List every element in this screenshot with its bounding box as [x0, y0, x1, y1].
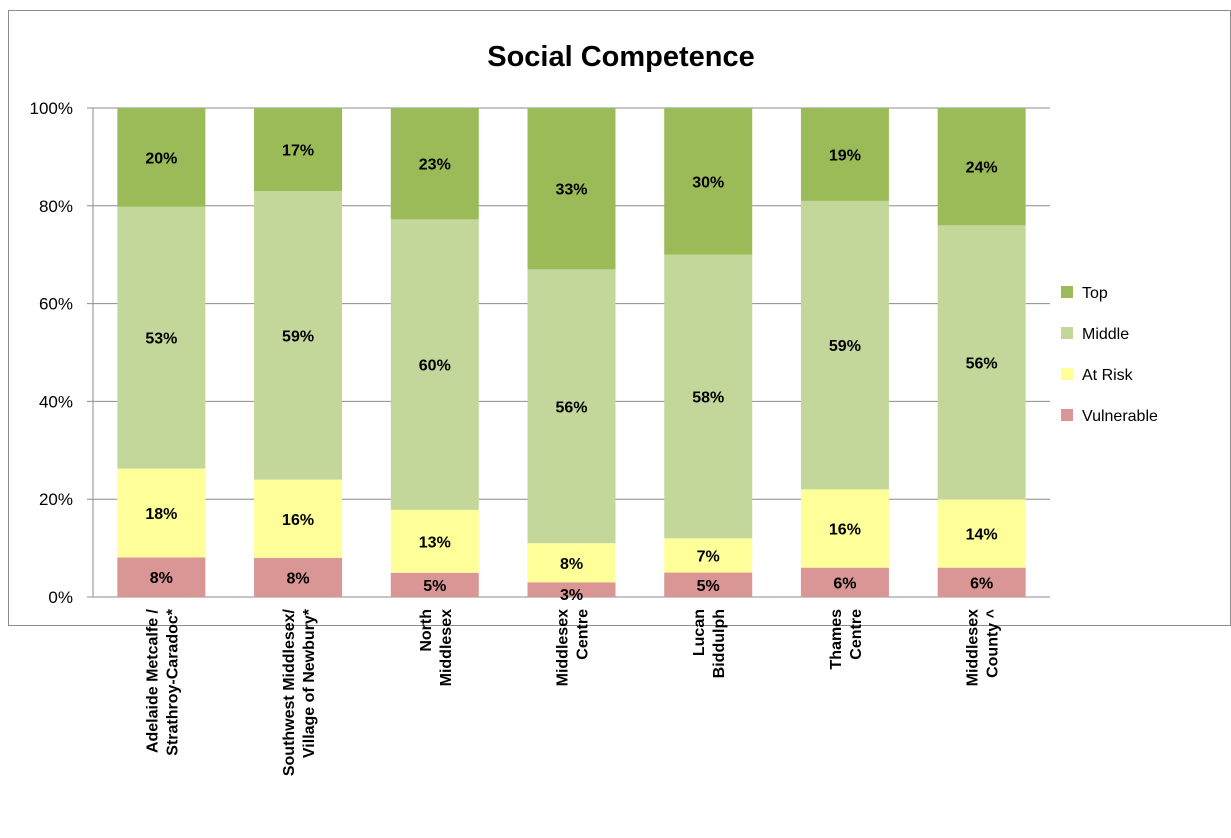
bar-segment-top — [664, 108, 753, 255]
x-category-label: Adelaide Metcalfe / Strathroy-Caradoc* — [144, 608, 181, 755]
bar-segment-vulnerable — [664, 572, 753, 597]
bar-segment-at-risk — [664, 538, 753, 573]
bar-segment-vulnerable — [527, 582, 616, 597]
bar-segment-vulnerable — [800, 567, 889, 597]
bars — [117, 108, 1026, 597]
x-category-label-line: Biddulph — [711, 609, 728, 678]
x-category-label: Thames Centre — [828, 609, 865, 670]
data-label: 23% — [419, 157, 451, 174]
bar-segment-at-risk — [937, 499, 1026, 568]
bar-segment-at-risk — [390, 509, 479, 573]
x-category-label-line: Thames — [828, 609, 845, 670]
data-label: 53% — [145, 331, 177, 348]
x-category-label-line: Middlesex — [555, 609, 572, 686]
x-category-label: Middlesex Centre — [555, 609, 592, 686]
data-label: 8% — [150, 570, 173, 587]
bar-segment-top — [800, 108, 889, 201]
data-label: 6% — [833, 575, 856, 592]
legend-label: At Risk — [1082, 367, 1134, 384]
legend-swatch — [1061, 327, 1073, 339]
x-category-label-line: Centre — [848, 609, 865, 660]
bar-segment-vulnerable — [117, 557, 206, 597]
data-label: 3% — [560, 587, 583, 604]
data-label: 59% — [282, 328, 314, 345]
data-label: 6% — [970, 575, 993, 592]
data-label: 60% — [419, 358, 451, 375]
gridlines — [87, 107, 1050, 598]
legend-swatch — [1061, 409, 1073, 421]
data-label: 16% — [282, 512, 314, 529]
bar-segment-middle — [117, 206, 206, 469]
data-label: 20% — [145, 150, 177, 167]
data-label: 17% — [282, 143, 314, 160]
bar-segment-top — [527, 108, 616, 270]
x-category-label: North Middlesex — [418, 609, 455, 686]
x-category-label: Middlesex County ^ — [965, 609, 1002, 686]
x-category-label: Southwest Middlesex/Village of Newbury* — [281, 608, 318, 776]
y-tick-label: 60% — [39, 295, 73, 314]
bar-segment-top — [254, 108, 343, 192]
data-label: 18% — [145, 506, 177, 523]
data-label: 19% — [829, 147, 861, 164]
y-axis: 0% 20% 40% 60% 80% 100% — [30, 99, 94, 607]
x-category-label-line: Lucan — [691, 609, 708, 656]
x-category-label: Lucan Biddulph — [691, 609, 728, 678]
y-tick-label: 0% — [48, 588, 73, 607]
bar-segment-middle — [390, 219, 479, 510]
x-category-label-line: Strathroy-Caradoc* — [164, 608, 181, 755]
chart-title: Social Competence — [487, 41, 755, 73]
bar-segment-top — [390, 108, 479, 220]
data-label: 58% — [692, 390, 724, 407]
bar-segment-middle — [800, 200, 889, 490]
data-label: 7% — [697, 548, 720, 565]
bar-segment-middle — [527, 269, 616, 544]
x-category-label-line: Village of Newbury* — [301, 608, 318, 758]
x-category-label-line: Centre — [575, 609, 592, 660]
bar-segment-at-risk — [254, 479, 343, 558]
y-tick-label: 80% — [39, 197, 73, 216]
legend-label: Middle — [1082, 326, 1129, 343]
legend-swatch — [1061, 286, 1073, 298]
data-label: 30% — [692, 174, 724, 191]
x-category-label-line: Middlesex — [438, 609, 455, 686]
y-tick-label: 100% — [30, 99, 73, 118]
y-tick-label: 20% — [39, 490, 73, 509]
data-label: 8% — [560, 556, 583, 573]
bar-segment-vulnerable — [254, 557, 343, 597]
data-label: 56% — [555, 399, 587, 416]
data-label: 56% — [966, 355, 998, 372]
data-label: 8% — [287, 570, 310, 587]
x-category-label-line: County ^ — [985, 609, 1002, 678]
legend-swatch — [1061, 368, 1073, 380]
bar-segment-at-risk — [117, 468, 206, 558]
data-label: 14% — [966, 526, 998, 543]
data-labels: 8% 18% 53% 20% 8% 16% 59% 17% 5% 13% 60% 23% 3% 8% 56%… — [145, 143, 997, 604]
data-label: 33% — [555, 182, 587, 199]
legend-label: Vulnerable — [1082, 408, 1158, 425]
data-label: 59% — [829, 338, 861, 355]
x-axis: Adelaide Metcalfe / Strathroy-Caradoc* Sou… — [144, 608, 1001, 776]
x-category-label-line: North — [418, 609, 435, 652]
bar-segment-middle — [254, 191, 343, 480]
data-label: 16% — [829, 522, 861, 539]
data-label: 13% — [419, 534, 451, 551]
data-label: 24% — [966, 160, 998, 177]
bar-segment-vulnerable — [390, 572, 479, 597]
y-tick-label: 40% — [39, 392, 73, 411]
legend-label: Top — [1082, 285, 1108, 302]
x-category-label-line: Middlesex — [965, 609, 982, 686]
x-category-label-line: Adelaide Metcalfe / — [144, 608, 161, 753]
data-label: 5% — [697, 578, 720, 595]
bar-segment-middle — [664, 254, 753, 539]
bar-segment-middle — [937, 225, 1026, 500]
bar-segment-vulnerable — [937, 567, 1026, 597]
bar-segment-at-risk — [527, 543, 616, 583]
data-label: 5% — [423, 578, 446, 595]
legend: Top Middle At Risk Vulnerable — [1061, 285, 1158, 425]
bar-segment-top — [117, 108, 206, 207]
bar-segment-at-risk — [800, 489, 889, 568]
x-category-label-line: Southwest Middlesex/ — [281, 608, 298, 776]
bar-segment-top — [937, 108, 1026, 226]
